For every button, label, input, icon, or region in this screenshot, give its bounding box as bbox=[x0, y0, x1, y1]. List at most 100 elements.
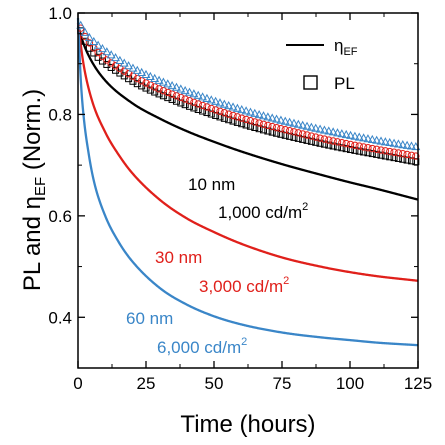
pl-marker bbox=[241, 106, 251, 115]
pl-marker bbox=[381, 152, 389, 160]
pl-marker bbox=[94, 53, 102, 61]
pl-marker bbox=[377, 151, 385, 159]
annotation-60nm-luminance: 6,000 cd/m2 bbox=[157, 336, 247, 357]
eta-ef-curve-series-1 bbox=[76, 22, 419, 282]
pl-marker bbox=[251, 123, 259, 131]
pl-marker bbox=[172, 92, 181, 100]
y-axis-title: PL and ηEF (Norm.) bbox=[19, 89, 49, 291]
pl-marker bbox=[207, 110, 215, 118]
pl-marker bbox=[128, 63, 138, 72]
pl-marker bbox=[237, 104, 247, 114]
pl-marker bbox=[342, 139, 350, 148]
pl-marker bbox=[315, 124, 325, 133]
pl-marker bbox=[324, 126, 334, 135]
pl-marker bbox=[124, 70, 133, 78]
pl-marker bbox=[286, 132, 294, 140]
pl-marker bbox=[89, 36, 99, 46]
pl-marker bbox=[255, 119, 263, 127]
legend-eta-label: ηEF bbox=[334, 36, 358, 58]
pl-marker bbox=[233, 118, 241, 126]
pl-marker bbox=[303, 136, 311, 144]
annotation-10nm-thickness: 10 nm bbox=[188, 175, 235, 194]
pl-marker bbox=[403, 156, 411, 164]
pl-marker bbox=[367, 134, 377, 144]
pl-marker bbox=[390, 148, 398, 156]
pl-marker bbox=[246, 122, 254, 130]
x-tick-label: 125 bbox=[404, 374, 432, 393]
pl-marker bbox=[154, 75, 164, 84]
pl-marker bbox=[303, 131, 311, 139]
pl-marker bbox=[281, 131, 289, 139]
eta-ef-curve-series-0 bbox=[76, 25, 419, 201]
annotation-30nm-luminance-value: 3,000 cd/m bbox=[199, 277, 283, 296]
x-tick-label: 0 bbox=[73, 374, 82, 393]
pl-marker bbox=[294, 134, 302, 142]
pl-marker bbox=[373, 150, 381, 158]
pl-marker bbox=[346, 130, 355, 139]
pl-marker bbox=[159, 86, 168, 95]
annotation-10nm-luminance-sup: 2 bbox=[302, 201, 308, 213]
pl-marker bbox=[186, 102, 194, 110]
pl-markers-series-2 bbox=[76, 20, 421, 151]
y-axis-title-prefix: PL and bbox=[19, 209, 46, 291]
annotation-60nm-luminance-sup: 2 bbox=[241, 336, 247, 348]
y-tick-label: 0.4 bbox=[48, 308, 72, 327]
pl-marker bbox=[137, 67, 147, 76]
pl-marker bbox=[193, 90, 203, 99]
pl-marker bbox=[364, 144, 372, 152]
pl-marker bbox=[137, 77, 146, 85]
pl-marker bbox=[124, 61, 134, 70]
pl-marker bbox=[102, 47, 112, 56]
pl-marker bbox=[338, 144, 346, 152]
pl-marker bbox=[393, 139, 403, 148]
pl-marker bbox=[181, 101, 189, 109]
pl-marker bbox=[242, 115, 250, 124]
pl-marker bbox=[132, 65, 142, 74]
pl-marker bbox=[98, 43, 107, 53]
pl-marker bbox=[312, 133, 320, 141]
pl-marker bbox=[233, 113, 242, 121]
pl-marker bbox=[359, 133, 369, 142]
pl-marker bbox=[293, 119, 303, 128]
y-axis-title-sub: EF bbox=[32, 177, 49, 196]
pl-marker bbox=[111, 53, 120, 62]
legend-pl-square-icon bbox=[303, 75, 318, 90]
y-tick-label: 0.8 bbox=[48, 105, 72, 124]
pl-marker bbox=[181, 95, 189, 103]
pl-marker bbox=[232, 103, 242, 112]
pl-marker bbox=[333, 138, 342, 146]
pl-marker bbox=[290, 133, 298, 141]
pl-marker bbox=[211, 106, 220, 114]
pl-marker bbox=[394, 154, 402, 162]
pl-marker bbox=[281, 126, 289, 134]
pl-marker bbox=[319, 125, 329, 134]
pl-marker bbox=[325, 141, 333, 149]
pl-marker bbox=[268, 128, 276, 136]
pl-marker bbox=[229, 111, 237, 120]
pl-marker bbox=[289, 118, 299, 127]
pl-marker bbox=[280, 116, 290, 125]
pl-marker bbox=[368, 150, 376, 158]
pl-marker bbox=[412, 152, 420, 160]
pl-marker bbox=[194, 100, 202, 108]
pl-marker bbox=[242, 121, 250, 129]
pl-marker bbox=[329, 142, 337, 150]
pl-marker bbox=[228, 102, 238, 111]
annotation-10nm-luminance-value: 1,000 cd/m bbox=[218, 203, 302, 222]
pl-marker bbox=[363, 134, 373, 143]
pl-marker bbox=[354, 132, 364, 141]
pl-marker bbox=[355, 142, 363, 150]
pl-marker bbox=[272, 123, 281, 132]
pl-marker bbox=[203, 103, 211, 111]
pl-marker bbox=[133, 74, 142, 83]
pl-marker bbox=[260, 126, 267, 134]
pl-marker bbox=[381, 147, 390, 155]
pl-marker bbox=[219, 99, 229, 108]
pl-marker bbox=[351, 141, 359, 150]
pl-marker bbox=[259, 111, 268, 120]
pl-marker bbox=[93, 40, 103, 49]
eta-ef-curve-series-2 bbox=[76, 18, 419, 347]
pl-marker bbox=[407, 157, 415, 165]
pl-marker bbox=[229, 117, 237, 125]
